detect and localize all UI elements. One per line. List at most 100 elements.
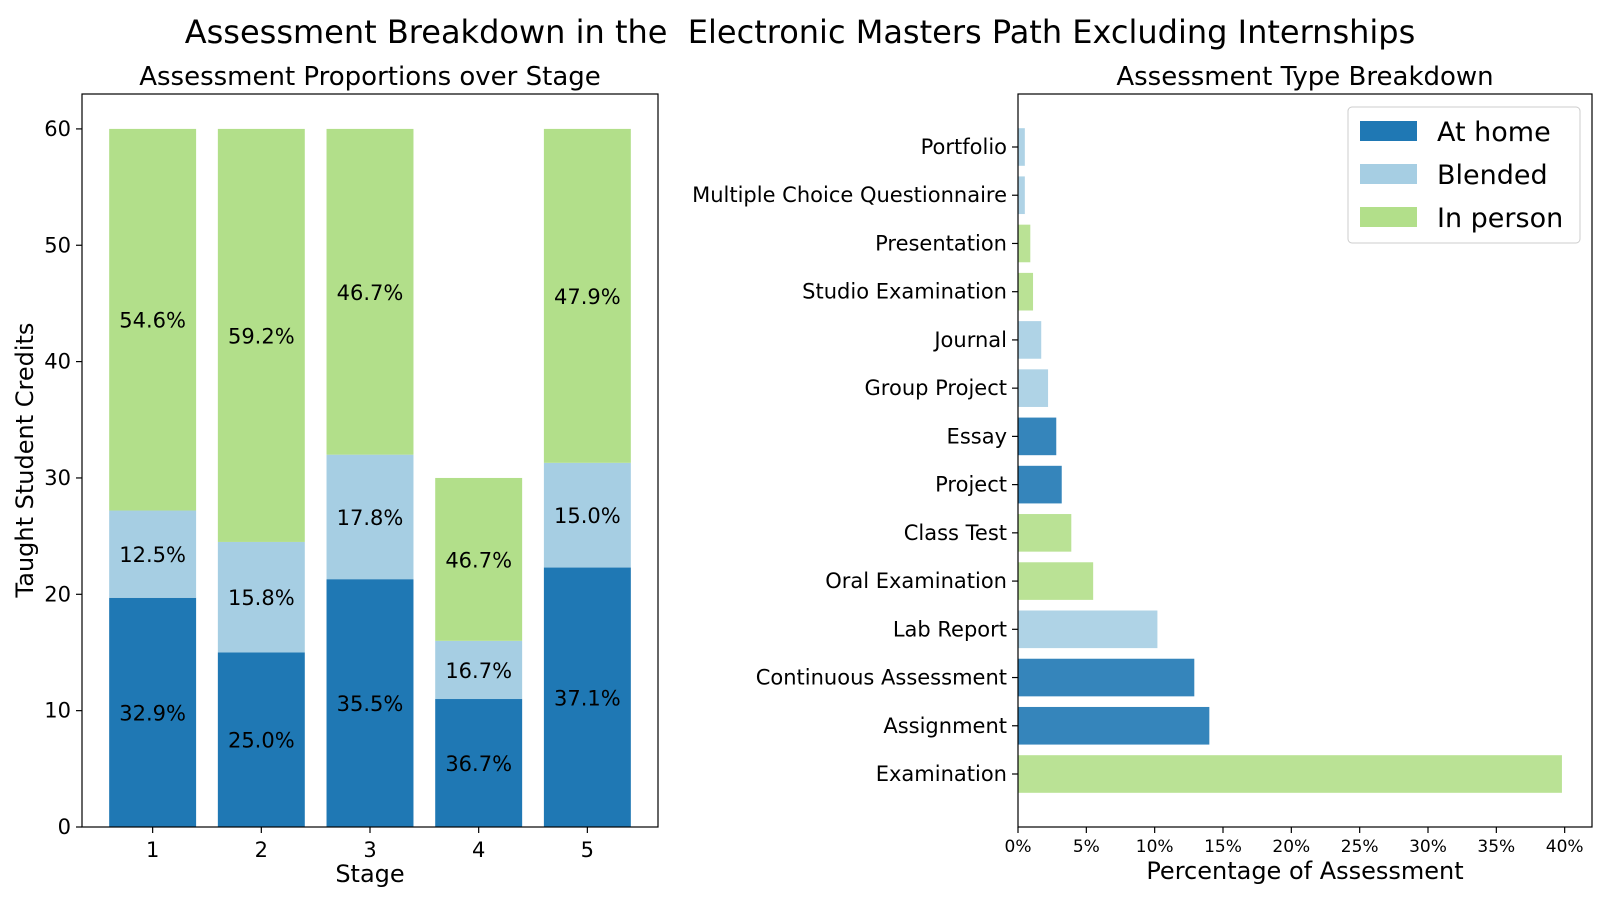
right-y-axis: Portfolio Multiple Choice Questionnaire Pr…: [692, 135, 1018, 786]
y-tick-label-lab-report: Lab Report: [893, 617, 1007, 641]
stacked-bar-labels: 32.9% 12.5% 54.6% 25.0% 15.8% 59.2% 35.5% 17.8%…: [119, 281, 620, 776]
bar-label-blended-1: 12.5%: [119, 543, 186, 567]
bar-segment-blended-4: [435, 640, 523, 700]
bar-oral-examination: [1018, 562, 1094, 600]
y-tick-label-10: 10: [44, 699, 71, 723]
y-tick-label-0: 0: [58, 815, 71, 839]
bar-label-blended-4: 16.7%: [445, 659, 512, 683]
assessment-type-chart: Assessment Type Breakdown Percentage of …: [692, 62, 1593, 885]
left-chart-title: Assessment Proportions over Stage: [139, 62, 601, 92]
right-x-axis: 0% 5% 10% 15% 20% 25% 30% 35% 40%: [1005, 827, 1584, 857]
bar-segment-at_home-2: [217, 652, 305, 827]
bar-assignment: [1018, 706, 1210, 745]
y-tick-label-examination: Examination: [876, 762, 1007, 786]
bar-segment-blended-3: [326, 454, 414, 580]
legend: At home Blended In person: [1347, 106, 1581, 244]
bar-segment-in_person-5: [543, 128, 631, 463]
y-tick-label-30: 30: [44, 466, 71, 490]
x-tick-label-20: 20%: [1272, 837, 1310, 857]
y-tick-label-oral-examination: Oral Examination: [825, 569, 1007, 593]
bar-continuous-assessment: [1018, 658, 1195, 697]
bar-label-in_person-5: 47.9%: [554, 285, 621, 309]
bar-portfolio: [1018, 128, 1025, 166]
bar-label-at_home-3: 35.5%: [337, 692, 404, 716]
y-tick-label-continuous-assessment: Continuous Assessment: [756, 666, 1007, 690]
x-tick-label-5: 5: [581, 838, 594, 862]
y-tick-label-studio-examination: Studio Examination: [802, 280, 1007, 304]
x-tick-label-35: 35%: [1477, 837, 1515, 857]
y-tick-label-60: 60: [44, 117, 71, 141]
bar-multiple-choice-questionnaire: [1018, 176, 1025, 215]
y-tick-label-class-test: Class Test: [904, 521, 1007, 545]
bar-group-project: [1018, 369, 1049, 407]
y-tick-label-journal: Journal: [932, 328, 1007, 352]
y-tick-label-group-project: Group Project: [865, 376, 1007, 400]
y-tick-label-essay: Essay: [947, 424, 1007, 448]
bar-segment-blended-1: [109, 510, 197, 598]
bar-studio-examination: [1018, 272, 1034, 311]
x-tick-label-10: 10%: [1136, 837, 1174, 857]
y-tick-label-50: 50: [44, 233, 71, 257]
bar-label-at_home-1: 32.9%: [119, 701, 186, 725]
legend-swatch-blended: [1360, 164, 1417, 184]
legend-swatch-in-person: [1360, 207, 1417, 227]
left-chart-ylabel: Taught Student Credits: [11, 323, 39, 599]
bar-essay: [1018, 417, 1057, 456]
y-tick-label-project: Project: [935, 473, 1007, 497]
x-tick-label-2: 2: [255, 838, 268, 862]
legend-swatch-at-home: [1360, 121, 1417, 141]
bar-segment-in_person-4: [435, 477, 523, 641]
stacked-bars: [109, 128, 631, 827]
bar-segment-at_home-5: [543, 567, 631, 827]
bar-label-blended-5: 15.0%: [554, 504, 621, 528]
y-tick-label-20: 20: [44, 582, 71, 606]
figure-title: Assessment Breakdown in the Electronic M…: [185, 13, 1416, 51]
bar-project: [1018, 465, 1062, 504]
left-plot-frame: [81, 93, 659, 828]
bar-label-in_person-2: 59.2%: [228, 324, 295, 348]
x-tick-label-0: 0%: [1005, 837, 1032, 857]
y-tick-label-portfolio: Portfolio: [921, 135, 1007, 159]
bar-label-at_home-4: 36.7%: [445, 752, 512, 776]
bar-label-in_person-1: 54.6%: [119, 309, 186, 333]
bar-segment-in_person-3: [326, 128, 414, 455]
bar-segment-blended-5: [543, 462, 631, 568]
bar-segment-at_home-4: [435, 699, 523, 827]
bar-label-blended-2: 15.8%: [228, 586, 295, 610]
horizontal-bars: [1018, 128, 1562, 793]
y-tick-label-assignment: Assignment: [883, 714, 1007, 738]
y-tick-label-multiple-choice-questionnaire: Multiple Choice Questionnaire: [692, 183, 1007, 207]
stage-proportions-chart: Assessment Proportions over Stage Taught…: [11, 62, 659, 888]
left-chart-xlabel: Stage: [335, 860, 404, 888]
right-chart-xlabel: Percentage of Assessment: [1146, 857, 1463, 885]
bar-segment-at_home-3: [326, 579, 414, 827]
x-tick-label-4: 4: [472, 838, 485, 862]
legend-label-in-person: In person: [1437, 203, 1563, 234]
bar-label-in_person-3: 46.7%: [337, 281, 404, 305]
y-tick-label-40: 40: [44, 350, 71, 374]
bar-class-test: [1018, 514, 1072, 552]
bar-lab-report: [1018, 610, 1158, 649]
bar-presentation: [1018, 224, 1031, 263]
legend-label-blended: Blended: [1437, 160, 1548, 191]
bar-journal: [1018, 321, 1042, 359]
right-chart-title: Assessment Type Breakdown: [1116, 62, 1493, 92]
bar-examination: [1018, 755, 1562, 793]
bar-label-at_home-5: 37.1%: [554, 686, 621, 710]
x-tick-label-30: 30%: [1409, 837, 1447, 857]
legend-label-at-home: At home: [1437, 117, 1551, 148]
bar-segment-in_person-1: [109, 128, 197, 511]
bar-label-in_person-4: 46.7%: [445, 548, 512, 572]
right-plot-frame: [1017, 93, 1593, 828]
bar-segment-blended-2: [217, 541, 305, 653]
x-tick-label-1: 1: [146, 838, 159, 862]
x-tick-label-3: 3: [363, 838, 376, 862]
bar-segment-in_person-2: [217, 128, 305, 542]
bar-segment-at_home-1: [109, 597, 197, 827]
x-tick-label-25: 25%: [1341, 837, 1379, 857]
left-x-axis: 1 2 3 4 5: [146, 827, 594, 862]
x-tick-label-15: 15%: [1204, 837, 1242, 857]
y-tick-label-presentation: Presentation: [875, 231, 1007, 255]
bar-label-at_home-2: 25.0%: [228, 729, 295, 753]
